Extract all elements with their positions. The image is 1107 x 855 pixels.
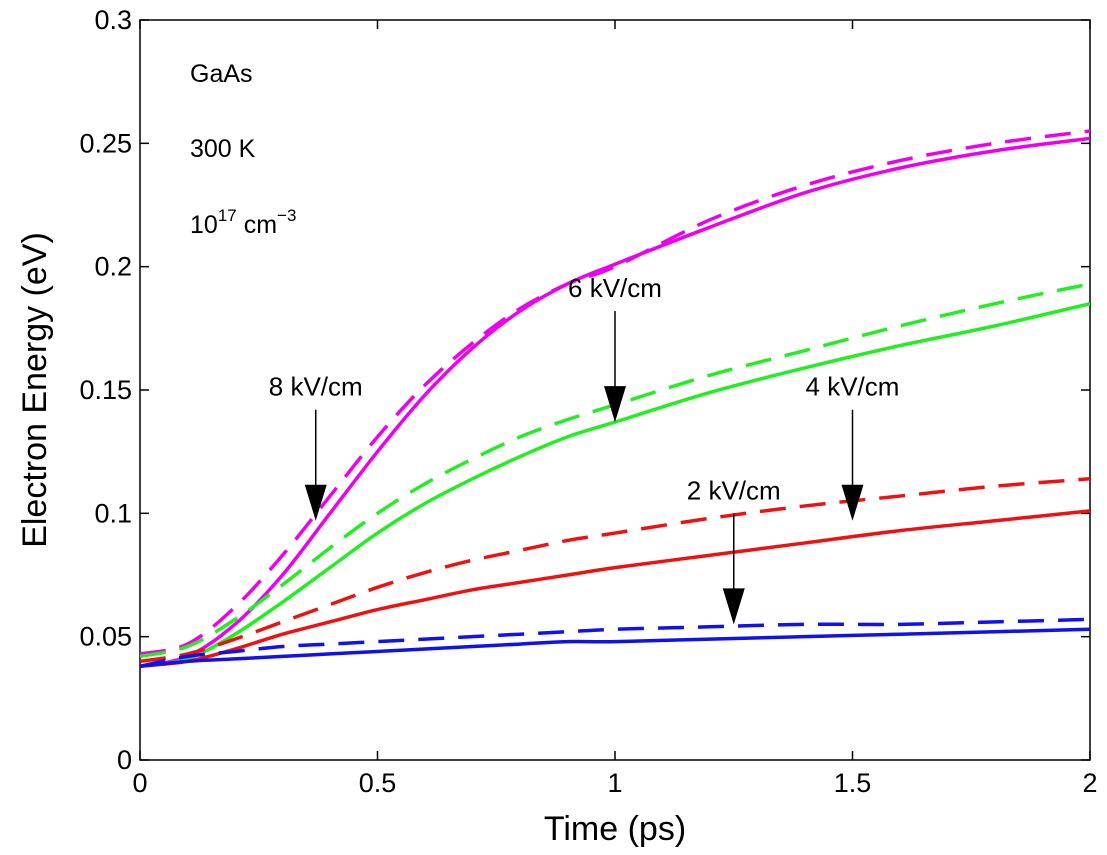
info-notes: GaAs 300 K 1017 cm−3 [190, 60, 296, 239]
y-tick-label: 0.3 [94, 5, 132, 35]
y-tick-label: 0 [117, 745, 132, 775]
material-note: GaAs [190, 60, 253, 88]
x-tick-label: 1 [607, 768, 622, 798]
series-line-4-kv-cm-dashed [140, 477, 1090, 664]
y-tick-label: 0.25 [79, 128, 132, 158]
series-line-8-kv-cm-dashed [140, 129, 1090, 656]
series-line-2-kv-cm-solid [140, 627, 1090, 669]
temperature-note: 300 K [190, 135, 256, 163]
density-unit-exponent: −3 [277, 206, 296, 225]
annotation-arrowhead [722, 588, 745, 625]
y-tick-label: 0.1 [94, 498, 132, 528]
density-exponent: 17 [218, 206, 237, 225]
annotation-label: 2 kV/cm [687, 475, 781, 505]
series-line-6-kv-cm-solid [140, 301, 1090, 669]
series-line-2-kv-cm-dashed [140, 617, 1090, 668]
density-unit: cm [244, 211, 277, 239]
series-line-4-kv-cm-solid [140, 509, 1090, 669]
annotation-arrowhead [304, 484, 327, 521]
annotation-label: 6 kV/cm [568, 273, 662, 303]
x-tick-label: 2 [1082, 768, 1097, 798]
y-axis-label: Electron Energy (eV) [16, 232, 54, 548]
annotation-label: 4 kV/cm [806, 372, 900, 402]
y-tick-label: 0.05 [79, 622, 132, 652]
annotation-arrowhead [841, 484, 864, 521]
x-tick-label: 1.5 [834, 768, 872, 798]
annotation-arrowhead [604, 386, 626, 423]
y-tick-label: 0.2 [94, 252, 132, 282]
x-tick-label: 0 [132, 768, 147, 798]
axis-ticks: 0 0.5 1 1.5 2 0 0.05 0.1 0.15 0.2 0.25 0.3 [79, 5, 1097, 798]
annotation-label: 8 kV/cm [269, 372, 363, 402]
annotations: 8 kV/cm 6 kV/cm 4 kV/cm 2 kV/cm [269, 273, 900, 625]
x-tick-label: 0.5 [359, 768, 397, 798]
density-base: 10 [190, 211, 218, 239]
x-axis-label: Time (ps) [544, 810, 686, 848]
density-note: 1017 cm−3 [190, 206, 296, 239]
y-tick-label: 0.15 [79, 375, 132, 405]
series-line-6-kv-cm-dashed [140, 282, 1090, 659]
series-line-8-kv-cm-solid [140, 136, 1090, 668]
series-lines [140, 129, 1090, 669]
